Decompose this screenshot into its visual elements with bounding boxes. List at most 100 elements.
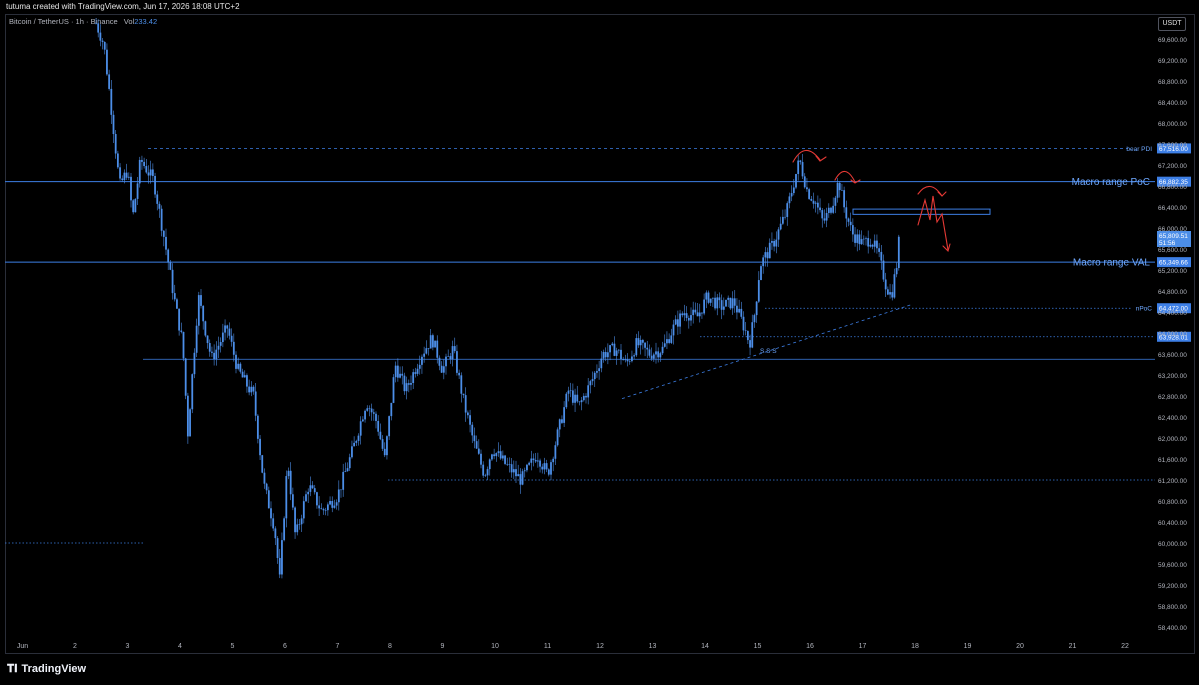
candle-body: [768, 242, 771, 259]
price-tick-label: 67,200.00: [1158, 163, 1187, 170]
candle-body: [685, 313, 688, 318]
candle-body: [191, 374, 194, 410]
candle-body: [609, 345, 611, 353]
currency-badge[interactable]: USDT: [1158, 17, 1186, 31]
candle-body: [289, 470, 292, 495]
top-bar: tutuma created with TradingView.com, Jun…: [0, 0, 1199, 14]
red-arrowhead-3: [937, 191, 947, 197]
candle-body: [672, 324, 675, 336]
candle-body: [771, 241, 773, 243]
candle-body: [729, 297, 732, 309]
candle-body: [648, 349, 651, 356]
price-tick-label: 63,600.00: [1158, 352, 1187, 359]
candle-body: [698, 312, 701, 317]
candle-body: [784, 216, 786, 218]
time-tick-label: 13: [649, 643, 657, 650]
candle-body: [491, 454, 493, 460]
candle-body: [407, 383, 410, 385]
candle-body: [880, 251, 883, 261]
candle-body: [460, 375, 463, 394]
candle-body: [106, 49, 108, 75]
tradingview-logo[interactable]: 𝐓𝐈 TradingView: [7, 663, 86, 676]
candle-body: [515, 469, 517, 477]
candle-body: [167, 249, 170, 263]
candle-body: [464, 395, 467, 413]
candle-body: [311, 485, 314, 489]
candle-body: [160, 208, 163, 231]
candle-body: [762, 257, 765, 267]
candle-body: [718, 297, 721, 301]
candle-body: [414, 372, 417, 374]
candle-body: [519, 474, 522, 485]
candle-body: [278, 557, 281, 575]
candle-body: [742, 316, 745, 331]
candle-body: [248, 386, 251, 393]
candle-body: [364, 410, 366, 420]
candle-body: [832, 205, 835, 213]
price-tick-label: 66,400.00: [1158, 205, 1187, 212]
candle-body: [217, 345, 220, 350]
candle-body: [237, 363, 240, 369]
candle-body: [418, 364, 421, 369]
candle-body: [679, 313, 681, 327]
candle-body: [235, 354, 237, 369]
candle-body: [709, 298, 712, 303]
candle-body: [707, 292, 710, 303]
candle-body: [416, 368, 419, 374]
candle-body: [309, 485, 312, 492]
candle-body: [333, 505, 336, 508]
candle-body: [690, 315, 692, 321]
candle-body: [539, 460, 541, 467]
candle-body: [569, 390, 572, 392]
candle-body: [381, 439, 384, 449]
candle-body: [445, 356, 447, 367]
candle-body: [342, 471, 345, 490]
trend-line: [621, 303, 914, 400]
candle-body: [587, 385, 590, 398]
time-tick-label: Jun: [17, 643, 28, 650]
candle-body: [458, 372, 461, 376]
candle-body: [893, 274, 896, 298]
candle-body: [749, 340, 751, 348]
price-tick-label: 58,400.00: [1158, 625, 1187, 632]
candle-body: [195, 325, 198, 353]
red-arrowhead-1: [815, 155, 827, 162]
candle-body: [423, 353, 426, 357]
symbol-legend[interactable]: Bitcoin / TetherUS · 1h · Binance Vol233…: [9, 17, 157, 26]
price-tick-label: 61,200.00: [1158, 478, 1187, 485]
candle-body: [882, 260, 885, 280]
candle-body: [197, 295, 200, 326]
candle-body: [372, 412, 375, 414]
candle-body: [256, 415, 259, 439]
candle-body: [211, 351, 213, 353]
candle-body: [757, 280, 760, 302]
price-tick-label: 59,600.00: [1158, 562, 1187, 569]
candle-body: [469, 415, 471, 425]
candle-body: [624, 359, 627, 361]
candle-body: [501, 455, 504, 459]
candle-body: [206, 335, 209, 344]
candle-body: [631, 356, 633, 362]
candle-body: [377, 420, 380, 432]
price-tick-label: 67,600.00: [1158, 142, 1187, 149]
candle-body: [149, 169, 152, 176]
candle-body: [792, 187, 795, 194]
candle-body: [143, 161, 146, 167]
candle-body: [867, 238, 870, 247]
candle-body: [401, 373, 404, 376]
candle-body: [316, 492, 318, 506]
candle-body: [799, 160, 802, 163]
candle-body: [497, 451, 500, 454]
candle-body: [657, 351, 660, 358]
candle-body: [803, 176, 806, 188]
time-tick-label: 19: [964, 643, 972, 650]
candle-body: [545, 463, 548, 470]
candle-body: [388, 416, 391, 437]
chart-frame[interactable]: [5, 14, 1195, 654]
level-lines: 67,516.00 66,882.35 65,349.66 64,472.00 63,9…: [5, 143, 1191, 544]
candle-body: [633, 355, 636, 357]
candle-body: [221, 332, 224, 343]
candle-body: [845, 207, 848, 219]
candle-body: [652, 354, 655, 359]
